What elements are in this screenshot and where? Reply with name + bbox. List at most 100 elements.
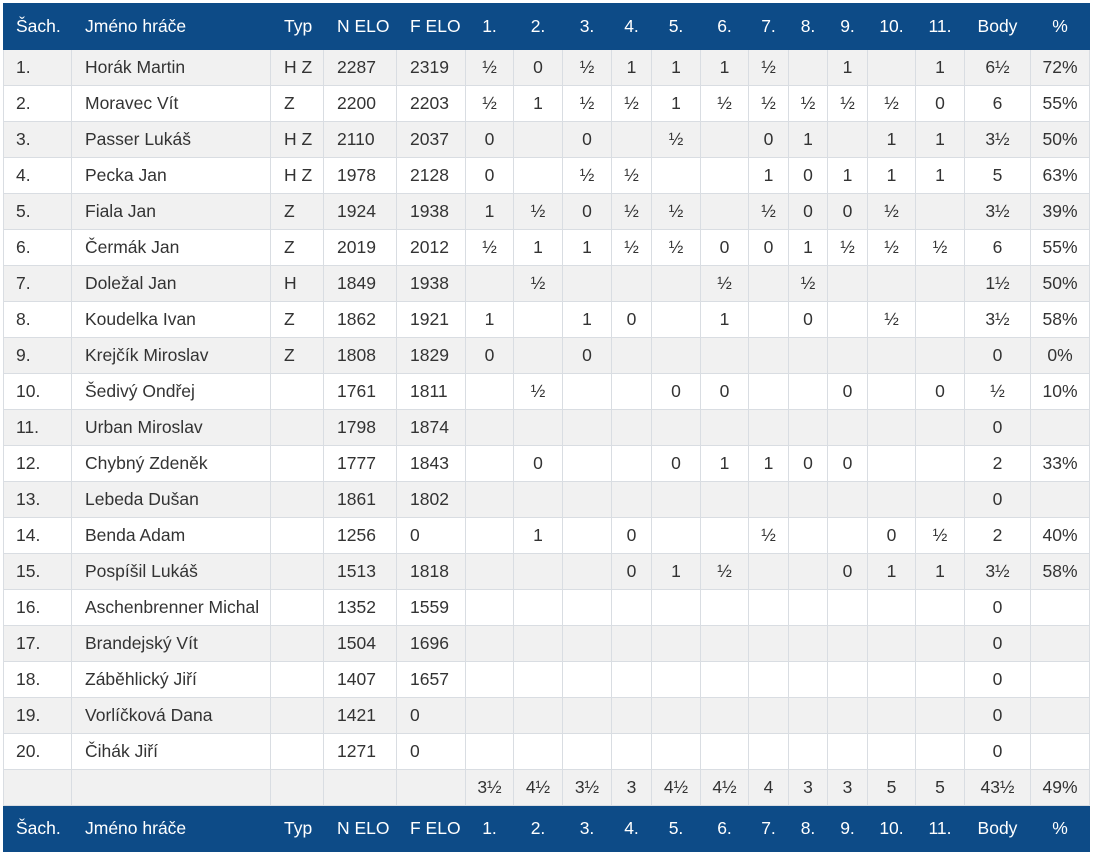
cell-round-3	[562, 481, 612, 518]
cell-player-name[interactable]: Pecka Jan	[71, 157, 271, 194]
header-cell-rank[interactable]: Šach.	[3, 3, 72, 50]
footer-header-cell-percent[interactable]: %	[1030, 805, 1090, 852]
cell-player-name[interactable]: Brandejský Vít	[71, 625, 271, 662]
cell-player-name[interactable]: Horák Martin	[71, 49, 271, 86]
table-row: 17. Brandejský Vít 1504 1696 0	[3, 625, 1090, 662]
header-cell-points[interactable]: Body	[964, 3, 1031, 50]
footer-header-cell-round-7[interactable]: 7.	[748, 805, 789, 852]
cell-player-name[interactable]: Moravec Vít	[71, 85, 271, 122]
header-cell-type[interactable]: Typ	[270, 3, 324, 50]
cell-player-name[interactable]: Vorlíčková Dana	[71, 697, 271, 734]
footer-header-cell-round-3[interactable]: 3.	[562, 805, 612, 852]
cell-round-9: 0	[827, 445, 868, 482]
cell-player-name[interactable]: Pospíšil Lukáš	[71, 553, 271, 590]
cell-player-name[interactable]: Lebeda Dušan	[71, 481, 271, 518]
cell-round-5: 0	[651, 445, 701, 482]
cell-round-11	[915, 409, 965, 446]
cell-rank: 6.	[3, 229, 72, 266]
cell-round-10	[867, 625, 916, 662]
footer-header-cell-round-8[interactable]: 8.	[788, 805, 828, 852]
cell-round-6	[700, 697, 749, 734]
header-cell-percent[interactable]: %	[1030, 3, 1090, 50]
cell-round-1	[465, 733, 514, 770]
cell-player-name[interactable]: Passer Lukáš	[71, 121, 271, 158]
cell-round-2: ½	[513, 193, 563, 230]
cell-player-name[interactable]: Koudelka Ivan	[71, 301, 271, 338]
table-row: 1. Horák Martin H Z 2287 2319 ½ 0 ½ 1 1 1 ½ 1 1 6½ 72%	[3, 49, 1090, 86]
footer-header-cell-round-6[interactable]: 6.	[700, 805, 749, 852]
table-row: 19. Vorlíčková Dana 1421 0 0	[3, 697, 1090, 734]
cell-round-3	[562, 733, 612, 770]
header-cell-f-elo[interactable]: F ELO	[396, 3, 466, 50]
header-cell-round-1[interactable]: 1.	[465, 3, 514, 50]
cell-player-name[interactable]: Urban Miroslav	[71, 409, 271, 446]
header-cell-round-8[interactable]: 8.	[788, 3, 828, 50]
cell-percent	[1030, 481, 1090, 518]
header-cell-round-10[interactable]: 10.	[867, 3, 916, 50]
cell-round-10	[867, 589, 916, 626]
header-cell-n-elo[interactable]: N ELO	[323, 3, 397, 50]
footer-header-cell-round-10[interactable]: 10.	[867, 805, 916, 852]
header-cell-round-2[interactable]: 2.	[513, 3, 563, 50]
cell-round-1: 0	[465, 121, 514, 158]
cell-f-elo: 1657	[396, 661, 466, 698]
cell-player-name[interactable]: Benda Adam	[71, 517, 271, 554]
cell-player-name[interactable]: Fiala Jan	[71, 193, 271, 230]
cell-round-4	[611, 697, 652, 734]
header-cell-round-5[interactable]: 5.	[651, 3, 701, 50]
cell-round-4	[611, 337, 652, 374]
cell-points: 0	[964, 697, 1031, 734]
cell-type	[270, 733, 324, 770]
header-cell-round-4[interactable]: 4.	[611, 3, 652, 50]
cell-percent: 58%	[1030, 301, 1090, 338]
header-cell-round-9[interactable]: 9.	[827, 3, 868, 50]
header-cell-round-6[interactable]: 6.	[700, 3, 749, 50]
footer-header-cell-n-elo[interactable]: N ELO	[323, 805, 397, 852]
footer-header-row: Šach. Jméno hráče Typ N ELO F ELO 1. 2. 3. 4. 5. 6…	[3, 805, 1090, 852]
cell-round-6	[700, 409, 749, 446]
cell-round-2	[513, 301, 563, 338]
footer-header-cell-rank[interactable]: Šach.	[3, 805, 72, 852]
cell-percent: 55%	[1030, 229, 1090, 266]
footer-header-cell-round-9[interactable]: 9.	[827, 805, 868, 852]
cell-player-name[interactable]: Čermák Jan	[71, 229, 271, 266]
cell-type: Z	[270, 193, 324, 230]
header-cell-player-name[interactable]: Jméno hráče	[71, 3, 271, 50]
footer-header-cell-round-4[interactable]: 4.	[611, 805, 652, 852]
table-row: 2. Moravec Vít Z 2200 2203 ½ 1 ½ ½ 1 ½ ½ ½ ½ ½ 0 6 55%	[3, 85, 1090, 122]
footer-header-cell-round-2[interactable]: 2.	[513, 805, 563, 852]
cell-round-1: ½	[465, 49, 514, 86]
footer-header-cell-player-name[interactable]: Jméno hráče	[71, 805, 271, 852]
header-cell-round-11[interactable]: 11.	[915, 3, 965, 50]
cell-round-3: 1	[562, 301, 612, 338]
footer-header-cell-round-1[interactable]: 1.	[465, 805, 514, 852]
cell-round-5	[651, 409, 701, 446]
cell-player-name[interactable]: Šedivý Ondřej	[71, 373, 271, 410]
cell-n-elo: 1862	[323, 301, 397, 338]
cell-player-name[interactable]: Záběhlický Jiří	[71, 661, 271, 698]
cell-f-elo: 0	[396, 697, 466, 734]
cell-type	[270, 553, 324, 590]
cell-f-elo: 1696	[396, 625, 466, 662]
cell-f-elo: 1843	[396, 445, 466, 482]
footer-header-cell-round-5[interactable]: 5.	[651, 805, 701, 852]
header-cell-round-7[interactable]: 7.	[748, 3, 789, 50]
cell-f-elo: 1938	[396, 265, 466, 302]
cell-round-10: ½	[867, 301, 916, 338]
cell-player-name[interactable]: Aschenbrenner Michal	[71, 589, 271, 626]
cell-f-elo: 0	[396, 733, 466, 770]
cell-round-8	[788, 661, 828, 698]
cell-player-name[interactable]: Krejčík Miroslav	[71, 337, 271, 374]
cell-round-10	[867, 733, 916, 770]
cell-round-4	[611, 625, 652, 662]
footer-header-cell-round-11[interactable]: 11.	[915, 805, 965, 852]
footer-header-cell-points[interactable]: Body	[964, 805, 1031, 852]
cell-player-name[interactable]: Chybný Zdeněk	[71, 445, 271, 482]
total-round-10: 5	[867, 769, 916, 806]
footer-header-cell-type[interactable]: Typ	[270, 805, 324, 852]
footer-header-cell-f-elo[interactable]: F ELO	[396, 805, 466, 852]
cell-player-name[interactable]: Doležal Jan	[71, 265, 271, 302]
header-cell-round-3[interactable]: 3.	[562, 3, 612, 50]
cell-f-elo: 1829	[396, 337, 466, 374]
cell-player-name[interactable]: Čihák Jiří	[71, 733, 271, 770]
